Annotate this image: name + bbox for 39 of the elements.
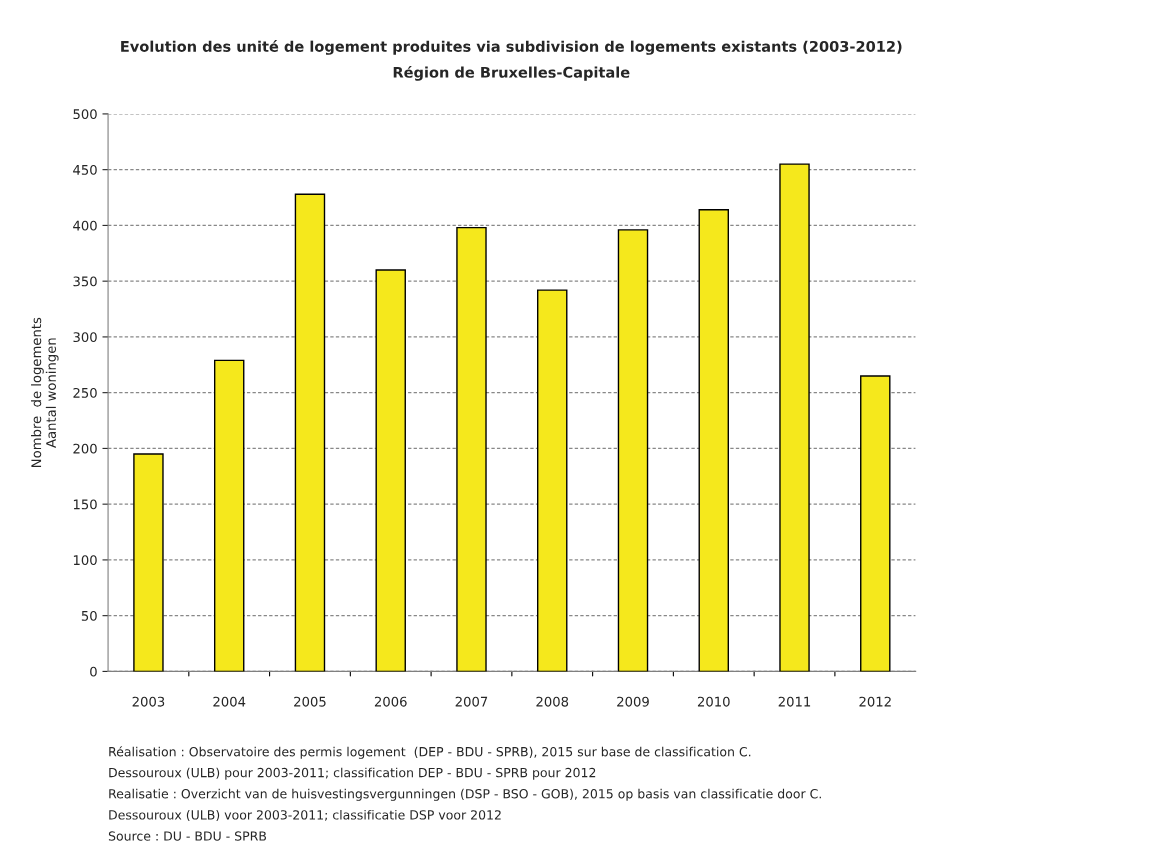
x-tick-label: 2006 — [374, 696, 407, 707]
x-tick-label: 2003 — [132, 696, 165, 707]
x-tick-label: 2005 — [294, 696, 326, 707]
x-tick-label: 2012 — [859, 696, 891, 707]
y-tick-label: 300 — [73, 332, 97, 343]
x-tick-label: 2004 — [213, 696, 246, 707]
y-axis-title: Nombre de logements Aantal woningen — [31, 317, 59, 467]
y-tick-label: 500 — [73, 109, 97, 120]
bar — [456, 226, 487, 672]
y-tick-label: 200 — [73, 443, 97, 454]
y-tick-label: 350 — [73, 276, 97, 287]
chart-subtitle: Région de Bruxelles-Capitale — [393, 65, 630, 81]
y-tick-label: 400 — [73, 220, 97, 231]
y-tick-label: 250 — [73, 387, 97, 398]
y-tick-label: 450 — [73, 164, 97, 175]
text: Dessouroux (ULB) voor 2003-2011; classificatie DSP voor 2012 — [109, 809, 501, 822]
y-tick-label: 50 — [81, 610, 97, 621]
bar — [213, 359, 245, 672]
x-tick-label: 2009 — [617, 696, 649, 707]
x-tick-label: 2011 — [778, 696, 811, 707]
x-tick-label: 2008 — [536, 696, 569, 707]
bar — [294, 193, 326, 672]
chart-title: Evolution des unité de logement produites via subdivision de logements existants (2003-2012) — [121, 40, 902, 55]
bar — [617, 229, 649, 672]
text: Dessouroux (ULB) pour 2003-2011; classification DEP - BDU - SPRB pour 2012 — [109, 767, 596, 780]
y-tick-label: 0 — [90, 666, 97, 677]
bar — [537, 289, 568, 672]
text: Réalisation : Observatoire des permis logement (DEP - BDU - SPRB), 2015 sur base de classification C. — [109, 746, 751, 759]
y-tick-label: 100 — [73, 555, 97, 566]
x-tick-label: 2007 — [455, 696, 488, 707]
bar — [860, 375, 891, 672]
y-tick-label: 150 — [73, 499, 97, 510]
bar — [133, 453, 164, 672]
x-tick-label: 2010 — [697, 696, 730, 707]
bar — [375, 269, 406, 672]
text: Realisatie : Overzicht van de huisvestingsvergunningen (DSP - BSO - GOB), 2015 op basis van classificatie door C. — [109, 788, 821, 801]
bar — [779, 163, 810, 672]
bar — [698, 209, 729, 672]
source-note: Source : DU - BDU - SPRB — [108, 831, 267, 841]
